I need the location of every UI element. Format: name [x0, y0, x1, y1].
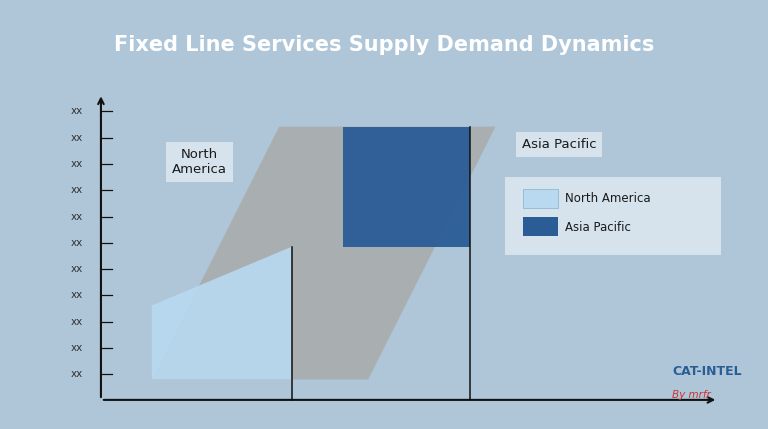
Bar [523, 189, 558, 208]
Text: xx: xx [71, 211, 83, 221]
Text: xx: xx [71, 133, 83, 142]
Text: xx: xx [71, 185, 83, 195]
Text: xx: xx [71, 264, 83, 274]
Text: CAT-INTEL: CAT-INTEL [672, 365, 742, 378]
FancyBboxPatch shape [505, 178, 721, 254]
Polygon shape [152, 247, 292, 380]
Text: xx: xx [71, 343, 83, 353]
Text: xx: xx [71, 106, 83, 116]
Text: By mrfr: By mrfr [672, 390, 710, 400]
Bar [523, 218, 558, 236]
Polygon shape [152, 127, 495, 380]
Text: North America: North America [565, 193, 651, 205]
Text: Fixed Line Services Supply Demand Dynamics: Fixed Line Services Supply Demand Dynami… [114, 35, 654, 55]
Text: Asia Pacific: Asia Pacific [521, 138, 597, 151]
Text: xx: xx [71, 238, 83, 248]
Text: Asia Pacific: Asia Pacific [565, 221, 631, 233]
Text: xx: xx [71, 369, 83, 379]
Polygon shape [343, 127, 470, 247]
Text: xx: xx [71, 290, 83, 300]
Text: xx: xx [71, 317, 83, 327]
Text: xx: xx [71, 159, 83, 169]
Text: North
America: North America [172, 148, 227, 176]
